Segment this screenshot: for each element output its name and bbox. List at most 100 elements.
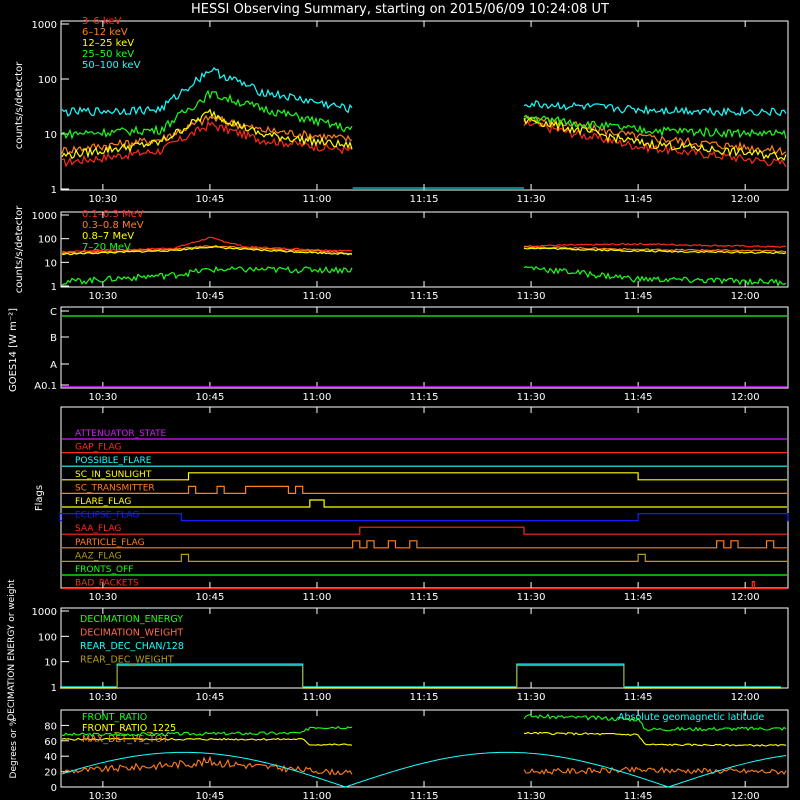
y-tick-label: 1000 bbox=[32, 211, 57, 222]
x-tick-label: 11:15 bbox=[410, 194, 439, 205]
flag-line-9 bbox=[62, 553, 787, 562]
x-tick-label: 11:30 bbox=[517, 592, 546, 603]
series-line-3 bbox=[61, 265, 787, 287]
x-tick-label: 11:15 bbox=[410, 392, 439, 403]
x-tick-label: 11:45 bbox=[624, 592, 653, 603]
flag-label: ECLIPSE_FLAG bbox=[75, 511, 139, 521]
x-tick-label: 12:00 bbox=[731, 291, 760, 302]
flag-label: FRONTS_OFF bbox=[75, 565, 133, 575]
series-line-rear-dec-weight bbox=[60, 665, 781, 689]
x-tick-label: 11:45 bbox=[624, 194, 653, 205]
y-tick-label: 100 bbox=[38, 235, 57, 246]
x-tick-label: 11:00 bbox=[303, 692, 332, 703]
y-axis-label: GOES14 [W m⁻²] bbox=[8, 308, 19, 392]
x-tick-label: 11:15 bbox=[410, 291, 439, 302]
flag-line-8 bbox=[62, 540, 787, 549]
flag-line-4 bbox=[62, 485, 787, 494]
x-tick-label: 10:30 bbox=[88, 194, 117, 205]
series-line-4 bbox=[61, 66, 787, 117]
series-line-0 bbox=[61, 120, 787, 168]
series-line-3 bbox=[61, 89, 787, 140]
legend-entry: FRONT_RATIO_1225 bbox=[82, 723, 176, 734]
x-tick-label: 11:00 bbox=[303, 392, 332, 403]
x-tick-label: 11:15 bbox=[410, 791, 439, 800]
flag-line-5 bbox=[62, 499, 787, 508]
series-line-front-ratio bbox=[61, 713, 787, 737]
flag-label: PARTICLE_FLAG bbox=[75, 538, 145, 548]
x-tick-label: 11:15 bbox=[410, 692, 439, 703]
y-tick-label: 1 bbox=[51, 185, 57, 196]
plot-frame bbox=[60, 306, 789, 389]
x-tick-label: 10:30 bbox=[88, 791, 117, 800]
legend-entry: 6–12 keV bbox=[82, 27, 128, 38]
legend-entry: REAR_DEC_WEIGHT bbox=[80, 655, 174, 666]
legend-entry: 7–20 MeV bbox=[82, 242, 131, 253]
y-tick-label: 80 bbox=[44, 721, 57, 732]
x-tick-label: 10:45 bbox=[196, 194, 225, 205]
x-tick-label: 11:15 bbox=[410, 592, 439, 603]
panel-goes: 10:30 10:45 11:00 11:15 11:30 11:45 12:00 A0.1 A… bbox=[8, 306, 789, 403]
flag-label: BAD_PACKETS bbox=[75, 579, 139, 589]
legend-entry: 0.8–7 MeV bbox=[82, 231, 134, 242]
legend-entry: 50–100 keV bbox=[82, 60, 141, 71]
x-tick-label: 10:45 bbox=[196, 291, 225, 302]
x-tick-label: 10:30 bbox=[88, 592, 117, 603]
y-tick-label: 40 bbox=[44, 752, 57, 763]
x-tick-label: 12:00 bbox=[731, 194, 760, 205]
y-tick-label: B bbox=[50, 333, 57, 344]
flag-label: SC_IN_SUNLIGHT bbox=[75, 470, 152, 480]
flag-label: GAP_FLAG bbox=[75, 443, 121, 453]
legend-entry: Absolute geomagnetic latitude bbox=[618, 712, 764, 723]
panel-decimation: 10:30 10:45 11:00 11:15 11:30 11:45 12:00 1 10 10… bbox=[7, 579, 789, 721]
x-tick-label: 12:00 bbox=[731, 392, 760, 403]
x-tick-label: 11:45 bbox=[624, 692, 653, 703]
figure-title: HESSI Observing Summary, starting on 201… bbox=[191, 2, 609, 17]
y-tick-label: 1 bbox=[51, 683, 57, 694]
x-tick-label: 11:00 bbox=[303, 592, 332, 603]
y-tick-label: 1000 bbox=[32, 607, 57, 618]
flag-line-11 bbox=[62, 581, 787, 590]
series-line-front-ratio-1225 bbox=[61, 731, 787, 747]
y-tick-label: 100 bbox=[38, 75, 57, 86]
legend-entry: 25–50 keV bbox=[82, 49, 134, 60]
y-tick-label: 60 bbox=[44, 737, 57, 748]
flag-label: ATTENUATOR_STATE bbox=[75, 429, 167, 439]
legend-entry: REAR_DEC_CHAN/128 bbox=[80, 641, 184, 652]
flag-line-6 bbox=[59, 513, 789, 522]
panel-high-energy: 10:30 10:45 11:00 11:15 11:30 11:45 12:00 1 10 10… bbox=[14, 205, 789, 302]
x-tick-label: 10:45 bbox=[196, 791, 225, 800]
flag-line-3 bbox=[62, 472, 787, 481]
flag-label: SC_TRANSMITTER bbox=[75, 483, 155, 493]
x-tick-label: 11:00 bbox=[303, 194, 332, 205]
x-tick-label: 11:45 bbox=[624, 791, 653, 800]
y-tick-label: 20 bbox=[44, 768, 57, 779]
x-tick-label: 11:45 bbox=[624, 392, 653, 403]
y-tick-label: C bbox=[50, 307, 57, 318]
x-tick-label: 12:00 bbox=[731, 692, 760, 703]
legend-entry: 12–25 keV bbox=[82, 38, 134, 49]
flag-line-7 bbox=[62, 526, 787, 535]
y-tick-label: A0.1 bbox=[34, 381, 57, 392]
series-line-2 bbox=[61, 246, 787, 256]
legend-entry: MAX_DET_VS_TOT bbox=[82, 734, 168, 745]
x-tick-label: 11:30 bbox=[517, 392, 546, 403]
flag-label: AAZ_FLAG bbox=[75, 551, 122, 561]
y-tick-label: 10 bbox=[44, 258, 57, 269]
legend-entry: 0.1–0.3 MeV bbox=[82, 209, 144, 220]
y-axis-label: counts/s/detector bbox=[14, 205, 25, 293]
flag-label: FLARE_FLAG bbox=[75, 497, 131, 507]
x-tick-label: 11:30 bbox=[517, 692, 546, 703]
x-tick-label: 10:45 bbox=[196, 392, 225, 403]
y-tick-label: 10 bbox=[44, 130, 57, 141]
y-axis-label: Degrees or % bbox=[9, 717, 19, 778]
y-tick-label: 1000 bbox=[32, 20, 57, 31]
legend-entry: DECIMATION_ENERGY bbox=[80, 614, 183, 625]
x-tick-label: 10:45 bbox=[196, 692, 225, 703]
series-line-2 bbox=[61, 108, 787, 161]
x-tick-label: 12:00 bbox=[731, 592, 760, 603]
x-tick-label: 11:00 bbox=[303, 791, 332, 800]
x-tick-label: 10:30 bbox=[88, 392, 117, 403]
y-axis-label: Flags bbox=[34, 485, 45, 511]
plot-frame bbox=[60, 20, 789, 191]
